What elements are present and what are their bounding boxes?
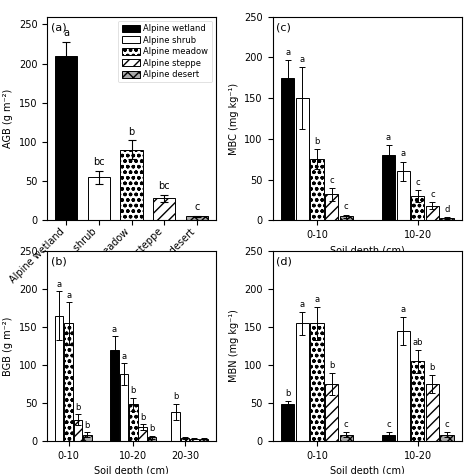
- Text: b: b: [140, 413, 146, 422]
- Text: b: b: [131, 386, 136, 395]
- Text: bc: bc: [158, 181, 170, 191]
- Text: c: c: [415, 178, 420, 187]
- Bar: [340, 435, 353, 441]
- Bar: [325, 384, 338, 441]
- Bar: [153, 199, 175, 220]
- Text: a: a: [314, 294, 319, 303]
- Bar: [120, 150, 143, 220]
- Text: (c): (c): [276, 23, 291, 33]
- Text: a: a: [121, 352, 127, 361]
- Bar: [440, 435, 454, 441]
- Bar: [440, 218, 454, 220]
- Bar: [382, 435, 395, 441]
- Text: (b): (b): [51, 257, 66, 267]
- Bar: [397, 331, 410, 441]
- Text: a: a: [401, 305, 406, 314]
- Text: a: a: [285, 47, 290, 56]
- Bar: [397, 172, 410, 220]
- Bar: [310, 159, 323, 220]
- Bar: [325, 194, 338, 220]
- Text: a: a: [66, 291, 71, 300]
- Text: c: c: [430, 190, 435, 199]
- Legend: Alpine wetland, Alpine shrub, Alpine meadow, Alpine steppe, Alpine desert: Alpine wetland, Alpine shrub, Alpine mea…: [118, 21, 211, 82]
- Bar: [129, 404, 137, 441]
- Bar: [83, 435, 91, 441]
- Bar: [120, 374, 128, 441]
- Text: ab: ab: [412, 338, 423, 347]
- Y-axis label: MBC (mg kg⁻¹): MBC (mg kg⁻¹): [228, 82, 238, 155]
- Bar: [296, 98, 309, 220]
- Text: c: c: [194, 202, 200, 212]
- Bar: [148, 437, 156, 441]
- Bar: [186, 217, 208, 220]
- Text: bc: bc: [93, 157, 105, 167]
- Bar: [296, 323, 309, 441]
- Text: b: b: [149, 424, 155, 433]
- Bar: [172, 412, 180, 441]
- Text: b: b: [314, 137, 319, 146]
- Text: a: a: [57, 280, 62, 289]
- Bar: [281, 78, 294, 220]
- Bar: [110, 350, 119, 441]
- Bar: [426, 384, 439, 441]
- Text: a: a: [112, 325, 117, 334]
- Text: a: a: [401, 149, 406, 158]
- Bar: [55, 56, 77, 220]
- Bar: [138, 427, 147, 441]
- Text: c: c: [329, 175, 334, 184]
- Bar: [74, 419, 82, 441]
- Bar: [200, 438, 208, 441]
- Text: (a): (a): [51, 23, 66, 33]
- Text: b: b: [85, 421, 90, 430]
- Text: c: c: [445, 420, 449, 429]
- X-axis label: Soil depth (cm): Soil depth (cm): [330, 246, 405, 255]
- Bar: [190, 438, 199, 441]
- Y-axis label: AGB (g m⁻²): AGB (g m⁻²): [3, 89, 13, 148]
- Text: a: a: [386, 133, 391, 142]
- Text: b: b: [75, 403, 81, 412]
- Bar: [411, 361, 424, 441]
- Text: b: b: [128, 127, 135, 137]
- Bar: [426, 206, 439, 220]
- Text: b: b: [173, 392, 178, 401]
- Y-axis label: MBN (mg kg⁻¹): MBN (mg kg⁻¹): [228, 310, 238, 383]
- Text: c: c: [344, 202, 348, 211]
- Bar: [340, 216, 353, 220]
- Text: c: c: [386, 420, 391, 429]
- Bar: [181, 438, 189, 441]
- Text: d: d: [444, 205, 450, 214]
- Text: a: a: [300, 55, 305, 64]
- Bar: [310, 323, 323, 441]
- Bar: [88, 177, 110, 220]
- Bar: [64, 323, 73, 441]
- Text: b: b: [329, 361, 334, 370]
- Text: a: a: [300, 300, 305, 309]
- Bar: [281, 404, 294, 441]
- Bar: [55, 316, 64, 441]
- Text: b: b: [285, 389, 291, 398]
- Bar: [411, 196, 424, 220]
- X-axis label: Soil depth (cm): Soil depth (cm): [330, 466, 405, 474]
- Text: b: b: [429, 363, 435, 372]
- X-axis label: Soil depth (cm): Soil depth (cm): [94, 466, 169, 474]
- Text: a: a: [63, 28, 69, 38]
- Text: c: c: [344, 420, 348, 429]
- Bar: [382, 155, 395, 220]
- Y-axis label: BGB (g m⁻²): BGB (g m⁻²): [3, 316, 13, 376]
- Text: (d): (d): [276, 257, 292, 267]
